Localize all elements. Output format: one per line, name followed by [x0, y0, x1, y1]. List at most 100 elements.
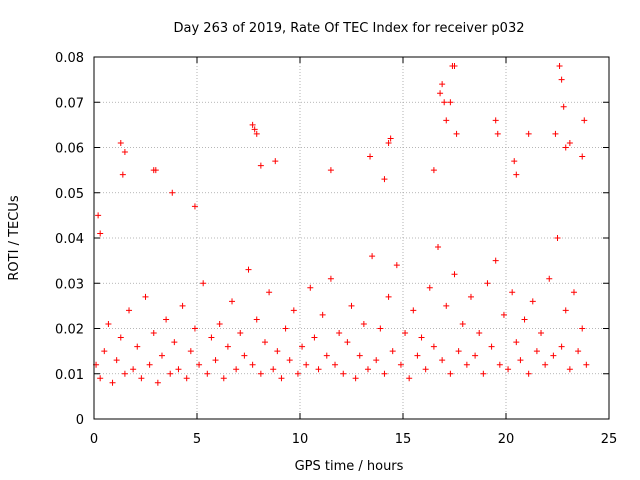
data-point [500, 311, 507, 318]
data-point [117, 334, 124, 341]
data-point [369, 253, 376, 260]
data-point [373, 357, 380, 364]
data-point [377, 325, 384, 332]
chart-title: Day 263 of 2019, Rate Of TEC Index for r… [174, 21, 525, 36]
data-point [451, 271, 458, 278]
x-axis-label: GPS time / hours [295, 459, 404, 474]
x-tick-label: 25 [601, 432, 618, 447]
plot-frame [93, 56, 610, 420]
data-point [319, 311, 326, 318]
data-point [253, 130, 260, 137]
data-point [163, 316, 170, 323]
x-tick-label: 0 [90, 432, 98, 447]
data-point [443, 117, 450, 124]
data-point [169, 189, 176, 196]
data-point [430, 167, 437, 174]
data-point [348, 302, 355, 309]
data-point [562, 307, 569, 314]
data-point [509, 289, 516, 296]
y-axis-label: ROTI / TECUs [7, 195, 22, 280]
data-point [119, 171, 126, 178]
x-tick-label: 20 [498, 432, 515, 447]
data-point [251, 126, 258, 133]
data-point [562, 144, 569, 151]
data-point [397, 361, 404, 368]
data-point [494, 130, 501, 137]
data-point [95, 212, 102, 219]
data-point [517, 357, 524, 364]
data-point [492, 117, 499, 124]
data-point [385, 293, 392, 300]
data-point [249, 121, 256, 128]
data-point [538, 330, 545, 337]
y-tick-label: 0.02 [55, 323, 84, 338]
data-point [513, 171, 520, 178]
data-point [299, 343, 306, 350]
data-point [311, 334, 318, 341]
data-point [463, 361, 470, 368]
data-point [278, 375, 285, 382]
data-point [459, 320, 466, 327]
data-point [513, 339, 520, 346]
data-point [97, 375, 104, 382]
data-point [171, 339, 178, 346]
data-point [367, 153, 374, 160]
data-point [533, 348, 540, 355]
y-tick-label: 0.01 [55, 368, 84, 383]
data-point [581, 117, 588, 124]
data-point [451, 63, 458, 70]
data-point [439, 357, 446, 364]
y-tick-label: 0.05 [55, 187, 84, 202]
data-point [389, 348, 396, 355]
data-point [224, 343, 231, 350]
data-point [406, 375, 413, 382]
data-point [183, 375, 190, 382]
data-point [109, 379, 116, 386]
data-point [447, 370, 454, 377]
data-point [560, 103, 567, 110]
x-axis-ticks: 0 5 10 15 20 25 [90, 57, 617, 447]
data-point [476, 330, 483, 337]
data-point [233, 366, 240, 373]
data-point [175, 366, 182, 373]
y-tick-label: 0.04 [55, 232, 84, 247]
data-point [542, 361, 549, 368]
data-point [167, 370, 174, 377]
data-point [158, 352, 165, 359]
data-point [332, 361, 339, 368]
data-point [121, 149, 128, 156]
data-point [303, 361, 310, 368]
data-point [138, 375, 145, 382]
data-point [402, 330, 409, 337]
data-point [266, 289, 273, 296]
data-point [441, 99, 448, 106]
data-point [521, 316, 528, 323]
data-point [437, 90, 444, 97]
data-point [426, 284, 433, 291]
data-point [117, 139, 124, 146]
data-point [274, 348, 281, 355]
data-point [315, 366, 322, 373]
x-tick-label: 5 [193, 432, 201, 447]
data-point [439, 81, 446, 88]
data-point [257, 162, 264, 169]
data-point [455, 348, 462, 355]
data-point [566, 366, 573, 373]
x-tick-label: 15 [395, 432, 412, 447]
data-point [121, 370, 128, 377]
data-point [97, 230, 104, 237]
data-point [387, 135, 394, 142]
data-point [187, 348, 194, 355]
data-point [352, 375, 359, 382]
data-point [344, 339, 351, 346]
data-point [208, 334, 215, 341]
x-tick-label: 10 [292, 432, 309, 447]
data-point [579, 325, 586, 332]
data-point [336, 330, 343, 337]
data-point [241, 352, 248, 359]
data-point [130, 366, 137, 373]
y-tick-label: 0.08 [55, 51, 84, 66]
data-point [146, 361, 153, 368]
data-point [101, 348, 108, 355]
data-point [583, 361, 590, 368]
